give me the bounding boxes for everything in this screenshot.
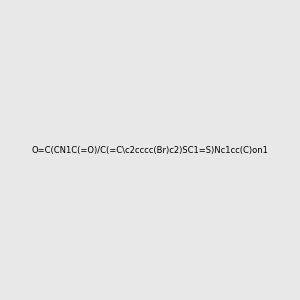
Text: O=C(CN1C(=O)/C(=C\c2cccc(Br)c2)SC1=S)Nc1cc(C)on1: O=C(CN1C(=O)/C(=C\c2cccc(Br)c2)SC1=S)Nc1…	[32, 146, 268, 154]
